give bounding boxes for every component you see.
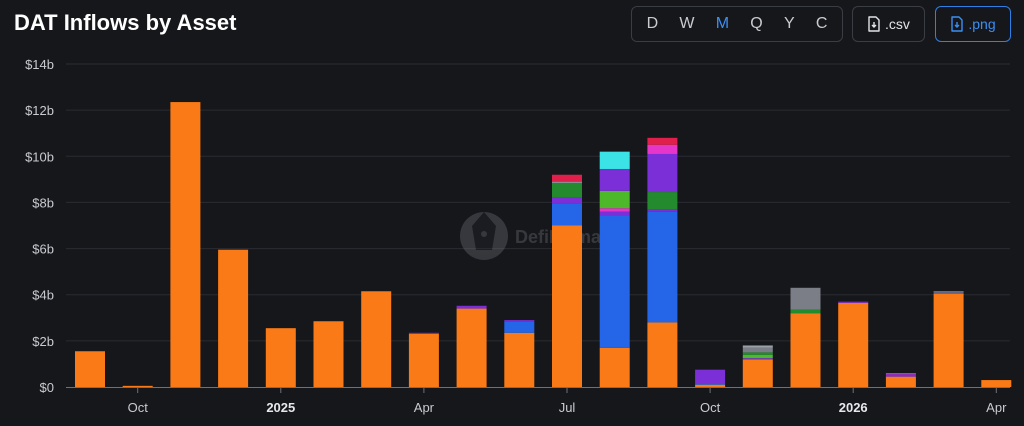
bar-segment-other3 (552, 181, 582, 183)
period-cumulative-button[interactable]: C (815, 15, 828, 32)
y-tick-label: $6b (32, 242, 54, 257)
bar-segment-other2 (742, 347, 773, 353)
bar-segment-btc (456, 308, 487, 387)
period-week-button[interactable]: W (679, 15, 695, 32)
llama-logo-icon (460, 212, 508, 260)
bar-segment-sui (742, 352, 773, 355)
bar-segment-bnb (933, 291, 964, 293)
y-axis: $0 $2b $4b $6b $8b $10b $12b $14b (25, 57, 54, 395)
y-tick-label: $4b (32, 288, 54, 303)
y-tick-label: $10b (25, 149, 54, 164)
bar-segment-other1 (647, 144, 678, 154)
bar-segment-btc (408, 333, 439, 387)
bar-segment-other3 (742, 345, 773, 348)
period-quarter-button[interactable]: Q (750, 15, 763, 32)
bar-segment-sol (504, 320, 535, 322)
bar-segment-btc (313, 321, 344, 387)
bar-segment-sol (933, 292, 964, 294)
bar-segment-btc (838, 302, 869, 387)
bar-segment-sol (456, 305, 487, 309)
y-tick-label: $12b (25, 103, 54, 118)
chart-title: DAT Inflows by Asset (14, 10, 237, 35)
bar-segment-trx (552, 174, 582, 182)
bar-segment-sol (742, 358, 773, 360)
bar-segment-btc (265, 328, 296, 387)
download-png-label: .png (968, 16, 996, 32)
x-tick-label: Apr (414, 400, 435, 415)
bar-segment-btc (170, 102, 201, 387)
x-tick-label: Jul (559, 400, 576, 415)
bar-segment-eth (552, 203, 582, 226)
bar-segment-sol (885, 374, 916, 377)
bar-segment-sol (599, 211, 630, 216)
bar-segment-sol (695, 369, 726, 384)
bar-segment-sui (790, 309, 821, 314)
bar-segment-other1 (599, 208, 630, 212)
bar-segment-btc (599, 347, 630, 387)
bar-segment-sui (647, 192, 678, 210)
bar-segment-sol (647, 153, 678, 193)
bar-segment-btc (742, 359, 773, 387)
bar-segment-btc (790, 313, 821, 387)
bar-segment-sol (599, 168, 630, 191)
bar-segment-other2 (790, 287, 821, 310)
bar-segment-sol (647, 209, 678, 212)
y-tick-label: $0 (40, 380, 54, 395)
period-month-button[interactable]: M (715, 15, 730, 32)
y-tick-label: $8b (32, 195, 54, 210)
chart-grid (66, 63, 1010, 342)
bar-segment-eth (504, 321, 535, 333)
bar-segment-btc (647, 322, 678, 387)
y-tick-label: $2b (32, 334, 54, 349)
x-tick-label: 2026 (839, 400, 868, 415)
bar-segment-btc (695, 384, 726, 387)
bar-segment-btc (885, 376, 916, 387)
period-selector: D W M Q Y C (631, 6, 843, 42)
bar-segment-btc (75, 351, 105, 387)
file-download-icon (867, 16, 881, 32)
period-day-button[interactable]: D (646, 15, 659, 32)
bar-segment-bnb (742, 354, 773, 359)
bar-segment-eth (647, 211, 678, 323)
bar-segment-other1 (885, 373, 916, 375)
x-tick-label: Apr (986, 400, 1007, 415)
bar-segment-sol (408, 332, 439, 334)
bar-segment-trx (647, 137, 678, 145)
bar-segment-btc (218, 249, 249, 387)
bar-segment-bnb (599, 190, 630, 209)
download-csv-label: .csv (885, 16, 910, 32)
x-axis-ticks: Oct 2025 Apr Jul Oct 2026 Apr (128, 400, 1008, 415)
file-download-icon (950, 16, 964, 32)
bar-segment-eth (695, 383, 726, 385)
period-year-button[interactable]: Y (783, 15, 795, 32)
x-tick-label: 2025 (266, 400, 295, 415)
download-png-button[interactable]: .png (935, 6, 1011, 42)
bar-segment-hype (599, 151, 630, 169)
bar-segment-btc (933, 293, 964, 387)
bar-segment-btc (122, 385, 153, 387)
bar-segment-sol (838, 301, 869, 303)
bar-segment-sol (552, 197, 582, 204)
download-csv-button[interactable]: .csv (852, 6, 925, 42)
bar-segment-btc (504, 332, 535, 387)
bar-segment-btc (981, 380, 1012, 387)
bar-segment-btc (552, 225, 582, 387)
x-axis (66, 387, 1010, 393)
x-tick-label: Oct (700, 400, 721, 415)
y-tick-label: $14b (25, 57, 54, 72)
bar-segment-eth (599, 215, 630, 348)
bar-segment-btc (361, 291, 392, 387)
x-tick-label: Oct (128, 400, 149, 415)
bars (75, 102, 1012, 387)
bar-segment-sui (552, 182, 582, 198)
